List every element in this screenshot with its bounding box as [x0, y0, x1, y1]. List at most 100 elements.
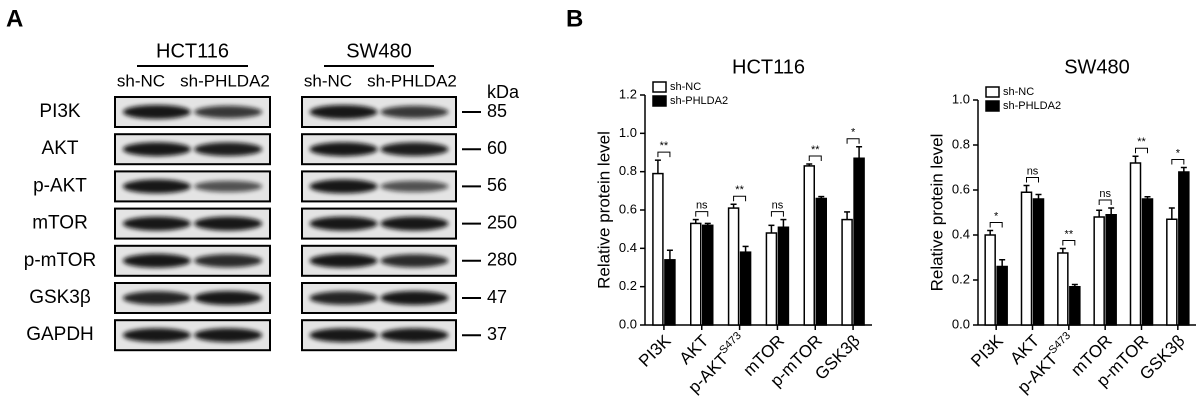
legend-label: sh-NC: [1003, 86, 1034, 98]
y-tick-label: 0.8: [952, 136, 970, 151]
kda-value: 280: [487, 250, 517, 270]
bar: [1032, 198, 1045, 326]
error-bar: [1108, 207, 1115, 215]
significance-bracket: [846, 138, 860, 144]
error-bar: [1180, 166, 1187, 172]
bar: [727, 207, 740, 326]
error-bar: [1071, 283, 1078, 287]
legend-label: sh-PHLDA2: [670, 95, 728, 107]
bar: [777, 226, 790, 326]
group-label: sh-NC: [117, 71, 165, 90]
kda-label: kDa: [487, 82, 520, 102]
significance-bracket: [1062, 240, 1076, 246]
error-bar: [818, 195, 825, 199]
kda-value: 47: [487, 287, 507, 307]
bar: [815, 197, 827, 326]
significance-bracket: [1026, 177, 1039, 183]
blot-band: [194, 142, 263, 157]
legend-swatch: [652, 81, 667, 93]
bar: [664, 259, 676, 326]
bar: [1166, 218, 1178, 326]
bar: [1093, 216, 1105, 326]
significance-bracket: [657, 151, 671, 158]
error-bar: [987, 229, 994, 235]
x-tick-label-superscript: S473: [1046, 330, 1073, 357]
protein-label: p-mTOR: [24, 250, 96, 271]
significance-label: **: [1137, 136, 1146, 148]
cell-line-label: HCT116: [156, 40, 229, 62]
error-bar: [806, 163, 813, 166]
x-tick-label-superscript: S473: [717, 330, 744, 357]
kda-value: 250: [487, 212, 517, 232]
panel-label: B: [566, 5, 583, 32]
kda-value: 37: [487, 324, 507, 344]
group-label: sh-PHLDA2: [367, 71, 457, 90]
blot-band: [309, 328, 378, 343]
legend-swatch: [985, 86, 1000, 98]
y-tick-label: 0.6: [619, 201, 637, 216]
significance-label: ns: [1027, 165, 1039, 177]
blot-band: [309, 291, 378, 305]
blot-band: [380, 216, 449, 231]
y-tick-label: 1.2: [619, 86, 637, 101]
protein-label: AKT: [42, 138, 79, 159]
protein-label: GSK3β: [29, 287, 91, 308]
kda-value: 56: [487, 175, 507, 195]
blot-band: [122, 105, 191, 119]
error-bar: [654, 159, 661, 174]
protein-label: mTOR: [32, 213, 88, 234]
bar: [841, 218, 853, 326]
bar: [690, 222, 702, 326]
error-bar: [1168, 207, 1175, 220]
blot-band: [309, 216, 378, 231]
blot-band: [194, 328, 263, 343]
significance-label: ns: [1099, 188, 1111, 200]
blot-band: [122, 328, 191, 343]
y-tick-label: 0.8: [619, 163, 637, 178]
legend-label: sh-PHLDA2: [1003, 100, 1061, 112]
blot-band: [122, 253, 191, 268]
y-tick-label: 0.0: [619, 316, 637, 331]
bar: [984, 234, 996, 326]
y-tick-label: 0.4: [952, 226, 970, 241]
bar: [1020, 191, 1033, 326]
error-bar: [1096, 209, 1103, 217]
error-bar: [999, 259, 1006, 267]
blot-band: [194, 105, 263, 119]
error-bar: [742, 245, 749, 253]
blot-band: [380, 180, 449, 193]
significance-label: **: [811, 144, 820, 156]
legend-swatch: [985, 100, 1000, 112]
x-tick-label-text: PI3K: [968, 331, 1008, 371]
kda-value: 60: [487, 138, 507, 158]
significance-bracket: [695, 211, 709, 217]
bar: [1129, 162, 1142, 326]
kda-value: 85: [487, 101, 507, 121]
bar: [765, 232, 778, 326]
significance-bracket: [808, 155, 822, 161]
error-bar: [1132, 155, 1139, 163]
chart-title: SW480: [1064, 56, 1130, 78]
y-tick-label: 1.0: [619, 125, 637, 140]
error-bar: [1023, 184, 1030, 193]
blot-band: [380, 254, 449, 268]
error-bar: [692, 218, 699, 224]
significance-bracket: [1098, 199, 1112, 205]
error-bar: [730, 203, 737, 209]
significance-label: *: [994, 210, 999, 222]
bar: [652, 172, 664, 326]
blot-band: [309, 105, 378, 119]
blot-band: [122, 291, 191, 305]
bar: [702, 224, 714, 326]
significance-label: **: [1065, 228, 1074, 240]
error-bar: [1144, 196, 1151, 199]
blot-band: [194, 216, 263, 231]
legend-label: sh-NC: [670, 81, 701, 93]
blot-band: [122, 142, 191, 157]
y-axis-label: Relative protein level: [927, 134, 946, 292]
y-tick-label: 0.2: [619, 278, 637, 293]
bar: [803, 165, 815, 326]
error-bar: [844, 211, 851, 220]
x-tick-label: PI3K: [968, 331, 1008, 371]
